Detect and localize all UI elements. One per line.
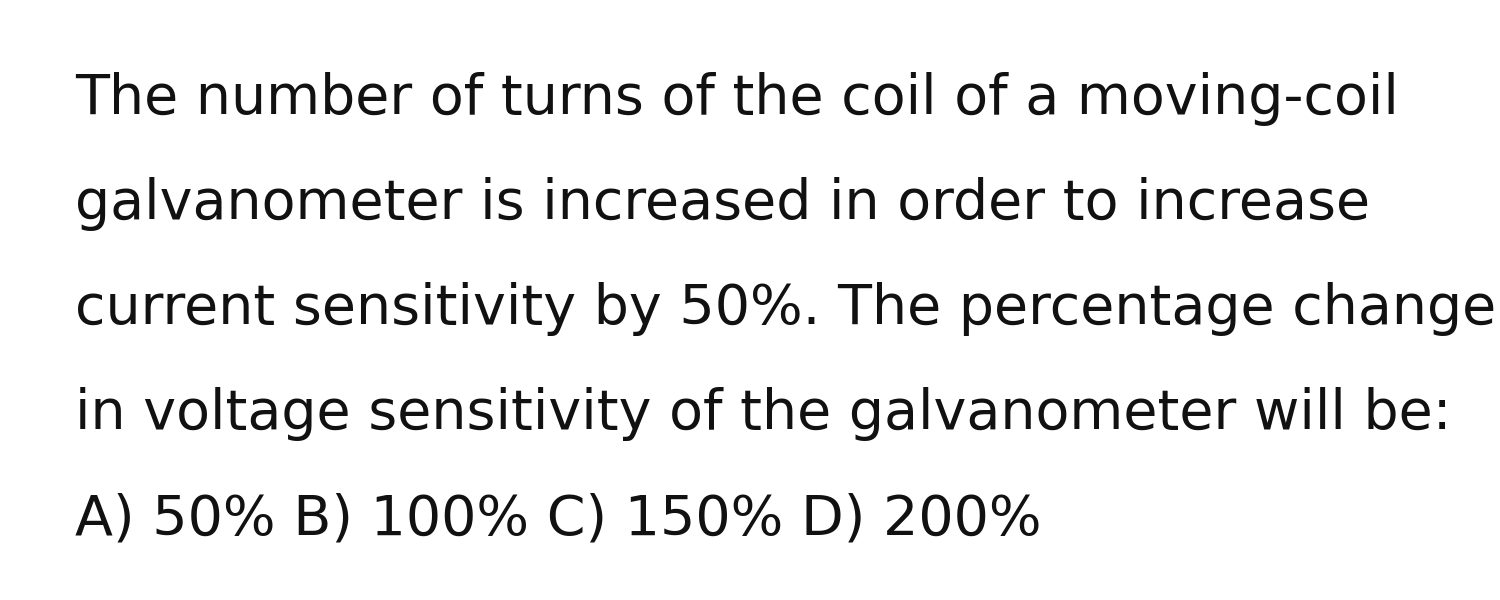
Text: in voltage sensitivity of the galvanometer will be:: in voltage sensitivity of the galvanomet…: [75, 387, 1452, 441]
Text: A) 50% B) 100% C) 150% D) 200%: A) 50% B) 100% C) 150% D) 200%: [75, 492, 1041, 546]
Text: The number of turns of the coil of a moving-coil: The number of turns of the coil of a mov…: [75, 72, 1400, 126]
Text: galvanometer is increased in order to increase: galvanometer is increased in order to in…: [75, 177, 1370, 231]
Text: current sensitivity by 50%. The percentage change: current sensitivity by 50%. The percenta…: [75, 282, 1496, 336]
